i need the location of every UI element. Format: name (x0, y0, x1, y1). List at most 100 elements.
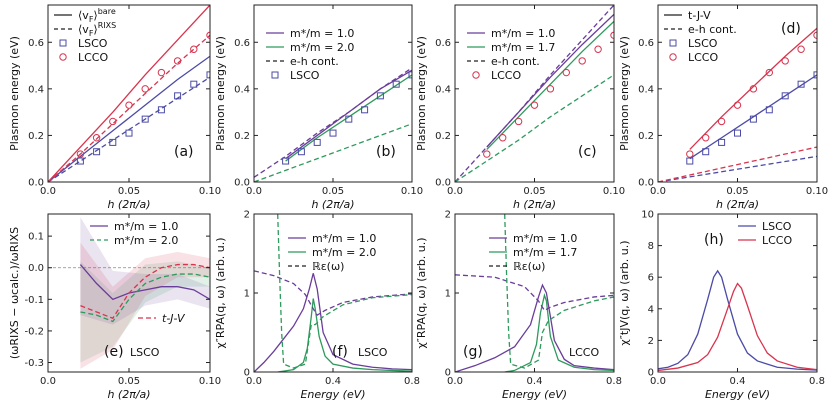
series-line (689, 74, 817, 160)
y-axis-label: Plasmon energy (eV) (8, 36, 21, 151)
panel-h: 0.0 0.4 0.8 0 2 4 6 8 10 Energy (eV) χ″tJV(q, ω) (… (618, 210, 825, 402)
data-point-square (734, 129, 741, 137)
y-tick-label: 1 (445, 289, 451, 300)
data-point-circle (797, 45, 805, 53)
data-point-square (141, 115, 149, 123)
y-tick-label: 0 (244, 368, 250, 379)
y-tick-label: 8 (648, 241, 654, 252)
y-tick-label: 2 (244, 210, 250, 221)
data-point-circle (173, 57, 182, 65)
y-tick-label: 0.6 (234, 38, 250, 49)
series-line (658, 146, 817, 182)
data-point-circle (765, 68, 773, 77)
data-point-square (686, 157, 694, 165)
plot-area (48, 217, 210, 369)
error-band (80, 242, 210, 369)
x-axis-label: Energy (eV) (502, 388, 567, 401)
data-point-square (765, 106, 773, 114)
legend-label: LSCO (688, 37, 718, 50)
y-tick-label: 0.6 (638, 38, 654, 49)
y-axis-label: (ωRIXS − ωcalc.)/ωRIXS (8, 227, 21, 359)
panel-label: (f) (332, 344, 348, 360)
y-axis-label: χ″RPA(q, ω) (arb. u.) (214, 237, 227, 348)
legend-marker (59, 53, 67, 61)
panel-label: (c) (578, 144, 597, 160)
data-point-circle (157, 68, 166, 77)
x-tick-label: 0.4 (730, 376, 746, 387)
panel-label: (h) (704, 232, 724, 248)
data-point-square (206, 71, 210, 79)
y-tick-label: 0.0 (28, 178, 44, 189)
data-point-circle (514, 117, 523, 126)
x-tick-label: 0.05 (322, 186, 344, 197)
legend-label: m*/m = 1.7 (491, 41, 555, 54)
legend-label: m*/m = 2.0 (312, 246, 376, 259)
legend-label: ℝε(ω) (513, 260, 545, 273)
data-point-square (297, 148, 305, 156)
legend-label: LCCO (491, 69, 521, 82)
series-line (254, 123, 412, 182)
y-axis-label: Plasmon energy (eV) (214, 36, 227, 151)
x-tick-label: 0.10 (199, 376, 221, 387)
x-tick-label: 0.10 (603, 186, 625, 197)
plot-area (658, 27, 817, 182)
y-tick-label: 0.4 (638, 84, 654, 95)
legend-label: LSCO (762, 220, 792, 233)
panel-label: (a) (174, 144, 194, 160)
data-point-circle (594, 45, 602, 53)
x-tick-label: 0.10 (199, 186, 221, 197)
panel-label: (b) (376, 144, 396, 160)
series-line (504, 293, 614, 372)
legend-label: m*/m = 1.0 (491, 27, 555, 40)
plot-area (455, 214, 614, 372)
data-point-square (718, 138, 726, 146)
legend-marker (472, 71, 480, 79)
y-tick-label: 0.2 (638, 131, 654, 142)
x-tick-label: 0.0 (650, 376, 666, 387)
plot-area (658, 269, 817, 372)
legend-label: m*/m = 1.0 (114, 220, 178, 233)
y-axis-label: χ″tJV(q, ω) (arb. u.) (618, 240, 631, 345)
legend-label: ℝε(ω) (312, 260, 344, 273)
legend-marker (271, 71, 279, 79)
y-axis-label: Plasmon energy (eV) (415, 36, 428, 151)
y-tick-label: 0.1 (28, 232, 44, 243)
data-point-circle (717, 117, 726, 126)
material-annotation: LSCO (358, 346, 388, 359)
legend-bracket: ⟩ (93, 9, 97, 22)
x-axis-label: h (2π/a) (107, 388, 150, 401)
series-line (455, 74, 614, 182)
x-axis-label: Energy (eV) (300, 388, 365, 401)
legend-label: LCCO (78, 51, 108, 64)
y-tick-label: 2 (648, 336, 654, 347)
legend-label: m*/m = 1.0 (312, 232, 376, 245)
legend-label: m*/m = 1.0 (290, 27, 354, 40)
legend-label: m*/m = 1.0 (513, 232, 577, 245)
data-point-circle (530, 101, 539, 109)
series-line (486, 13, 614, 148)
panel-g: 0.0 0.4 0.8 0 1 2 Energy (eV) χ″RPA(q, ω) (arb.… (415, 210, 622, 402)
y-tick-label: 0.0 (435, 178, 451, 189)
plot-area (48, 5, 210, 182)
data-point-circle (483, 150, 491, 158)
legend-sub: F (89, 15, 94, 24)
y-tick-label: 0.2 (28, 131, 44, 142)
series-line (285, 74, 412, 162)
plot-area (254, 67, 412, 182)
data-point-circle (702, 134, 710, 142)
data-point-square (313, 138, 321, 146)
panel-d: 0.0 0.05 0.10 0.0 0.2 0.4 0.6 h (2π/a) Plasmon e… (618, 4, 828, 211)
y-tick-label: 0.0 (638, 178, 654, 189)
y-tick-label: 0 (648, 368, 654, 379)
legend-sup: bare (98, 7, 116, 16)
legend-marker (59, 39, 67, 47)
data-point-circle (141, 85, 149, 93)
data-point-circle (733, 101, 742, 109)
y-tick-label: 0.0 (234, 178, 250, 189)
x-axis-label: h (2π/a) (311, 198, 354, 211)
data-point-circle (749, 85, 758, 93)
data-point-circle (578, 57, 586, 65)
data-point-circle (546, 85, 555, 93)
x-tick-label: 0.8 (809, 376, 825, 387)
y-tick-label: 4 (648, 304, 654, 315)
